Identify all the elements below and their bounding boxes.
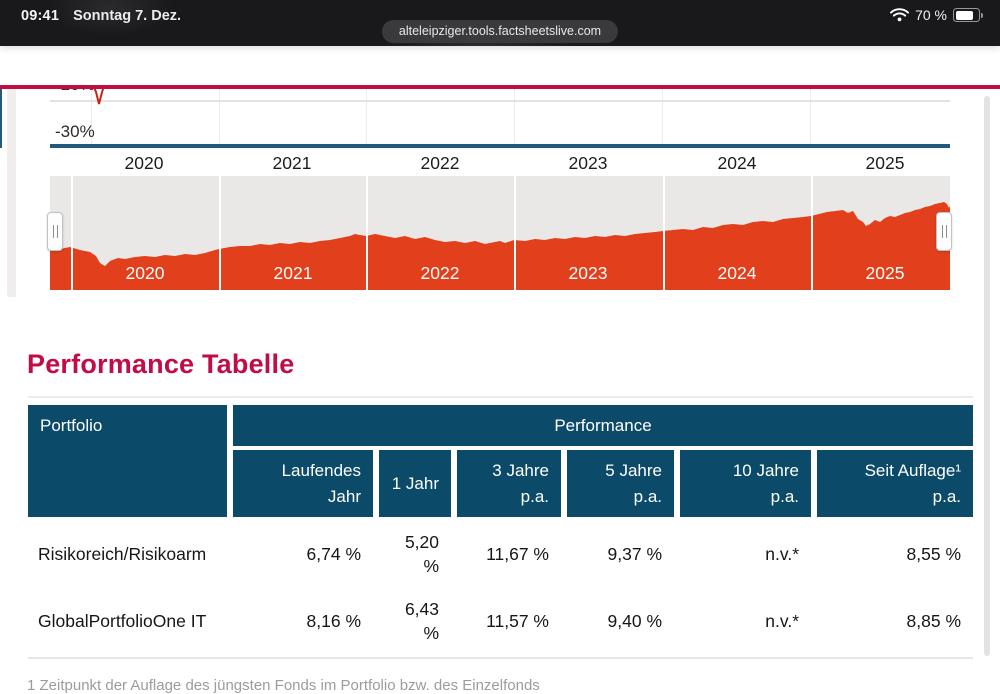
- battery-fill: [955, 10, 973, 20]
- navigator-year-separator: [219, 176, 221, 290]
- page-scrollbar[interactable]: [984, 96, 990, 656]
- navigator-year-label: 2024: [717, 263, 757, 283]
- navigator-area-series: [50, 202, 950, 290]
- table-cell: 8,55 %: [817, 521, 973, 587]
- y-axis-label-30: -30%: [55, 122, 95, 141]
- battery-icon: [953, 8, 983, 22]
- navigator-year-separator: [71, 176, 73, 290]
- clock: 09:41: [21, 8, 60, 24]
- performance-table: Portfolio Performance Laufendes Jahr 1 J…: [28, 396, 973, 659]
- series-line-dip: [92, 84, 106, 105]
- x-axis-label: 2024: [717, 153, 757, 173]
- navigator-year-separator: [366, 176, 368, 290]
- navigator-year-separator: [663, 176, 665, 290]
- table-header-performance-group: Performance: [233, 405, 973, 446]
- table-cell: 8,85 %: [817, 591, 973, 651]
- carousel-peek-strip: [7, 89, 16, 297]
- table-row-name: Risikoreich/Risikoarm: [28, 521, 227, 587]
- x-axis-label: 2023: [568, 153, 608, 173]
- date-label: Sonntag 7. Dez.: [73, 8, 182, 24]
- statusbar-left: 09:41 Sonntag 7. Dez.: [21, 6, 181, 26]
- x-axis-label: 2021: [272, 153, 312, 173]
- table-cell: 6,74 %: [233, 521, 373, 587]
- navigator-year-label: 2023: [568, 263, 608, 283]
- table-cell: 9,40 %: [567, 591, 674, 651]
- gridline-vertical: [810, 88, 811, 144]
- battery-nub: [980, 12, 983, 18]
- navigator-year-separator: [514, 176, 516, 290]
- navigator-year-label: 2021: [273, 263, 313, 283]
- statusbar-right: 70 %: [890, 5, 983, 25]
- address-bar[interactable]: alteleipziger.tools.factsheetslive.com: [381, 20, 619, 43]
- table-cell: 5,20 %: [379, 521, 451, 587]
- gridline-minus20: [50, 100, 950, 102]
- previous-slide-axis-edge: [0, 86, 2, 148]
- brand-divider-line: [0, 85, 1000, 89]
- handle-grip-line: [945, 225, 947, 238]
- table-row-name: GlobalPortfolioOne IT: [28, 591, 227, 651]
- battery-percent: 70 %: [915, 7, 947, 23]
- gridline-vertical: [514, 88, 515, 144]
- column-header-laufendes-jahr: Laufendes Jahr: [233, 450, 373, 517]
- navigator-handle-right[interactable]: [936, 212, 952, 251]
- x-axis-label: 2025: [865, 153, 905, 173]
- performance-chart[interactable]: -20% -30% 2020 2021 2022 2023 2024 2025: [0, 60, 1000, 300]
- navigator-year-label: 2022: [420, 263, 460, 283]
- table-cell: 11,57 %: [457, 591, 561, 651]
- table-cell: 11,67 %: [457, 521, 561, 587]
- gridline-vertical: [91, 88, 92, 144]
- handle-grip-line: [52, 225, 54, 238]
- gridline-vertical: [219, 88, 220, 144]
- handle-grip-line: [941, 225, 943, 238]
- table-cell: 8,16 %: [233, 591, 373, 651]
- x-axis-label: 2020: [124, 153, 164, 173]
- handle-grip-line: [56, 225, 58, 238]
- page-title: Performance Tabelle: [27, 349, 295, 379]
- navigator-year-label: 2020: [125, 263, 165, 283]
- wifi-icon: [890, 8, 910, 22]
- footnote: 1 Zeitpunkt der Auflage des jüngsten Fon…: [27, 677, 540, 694]
- table-cell: 9,37 %: [567, 521, 674, 587]
- navigator-year-separator: [811, 176, 813, 290]
- column-header-3-jahre: 3 Jahre p.a.: [457, 450, 561, 517]
- chart-navigator[interactable]: 2020 2021 2022 2023 2024 2025: [47, 176, 952, 290]
- safari-toolbar: 09:41 Sonntag 7. Dez. alteleipziger.tool…: [0, 0, 1000, 46]
- x-axis-line: [50, 144, 950, 148]
- column-header-5-jahre: 5 Jahre p.a.: [567, 450, 674, 517]
- gridline-vertical: [662, 88, 663, 144]
- column-header-seit-auflage: Seit Auflage¹ p.a.: [817, 450, 973, 517]
- table-cell: n.v.*: [680, 591, 811, 651]
- table-header-portfolio: Portfolio: [28, 405, 227, 517]
- column-header-10-jahre: 10 Jahre p.a.: [680, 450, 811, 517]
- gridline-vertical: [366, 88, 367, 144]
- x-axis-label: 2022: [420, 153, 460, 173]
- table-cell: n.v.*: [680, 521, 811, 587]
- navigator-handle-left[interactable]: [47, 212, 63, 251]
- navigator-year-label: 2025: [865, 263, 905, 283]
- table-cell: 6,43 %: [379, 591, 451, 651]
- column-header-1-jahr: 1 Jahr: [379, 450, 451, 517]
- sticky-header-band: [0, 46, 1000, 85]
